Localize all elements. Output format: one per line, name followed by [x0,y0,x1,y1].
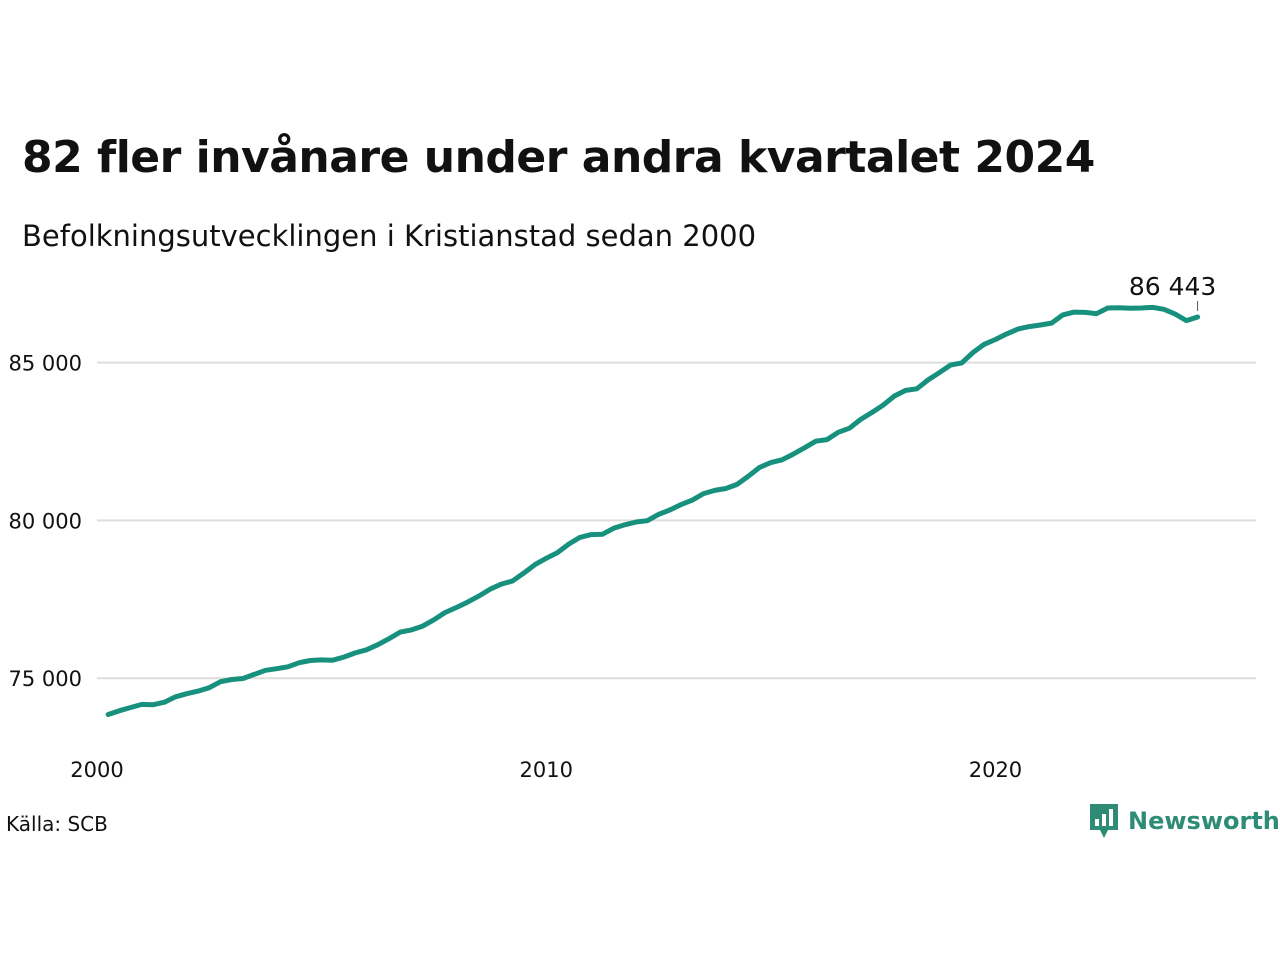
y-axis-ticks: 75 000 80 000 85 000 [9,352,82,692]
y-tick-label: 85 000 [9,352,82,376]
brand-name: Newsworthy [1128,807,1280,835]
grid-lines [97,361,1256,680]
source-note: Källa: SCB [6,812,108,836]
x-tick-label: 2000 [70,758,123,782]
newsworthy-chart-icon [1090,804,1118,838]
x-tick-label: 2010 [519,758,572,782]
y-tick-label: 75 000 [9,667,82,691]
y-tick-label: 80 000 [9,509,82,533]
chart-subtitle: Befolkningsutvecklingen i Kristianstad s… [22,219,757,253]
end-value-label: 86 443 [1129,272,1216,301]
x-tick-label: 2020 [969,758,1022,782]
chart-title: 82 fler invånare under andra kvartalet 2… [22,132,1095,183]
newsworthy-logo: Newsworthy [1088,802,1280,840]
x-axis-ticks: 2000 2010 2020 [70,758,1022,782]
population-line [105,304,1201,717]
